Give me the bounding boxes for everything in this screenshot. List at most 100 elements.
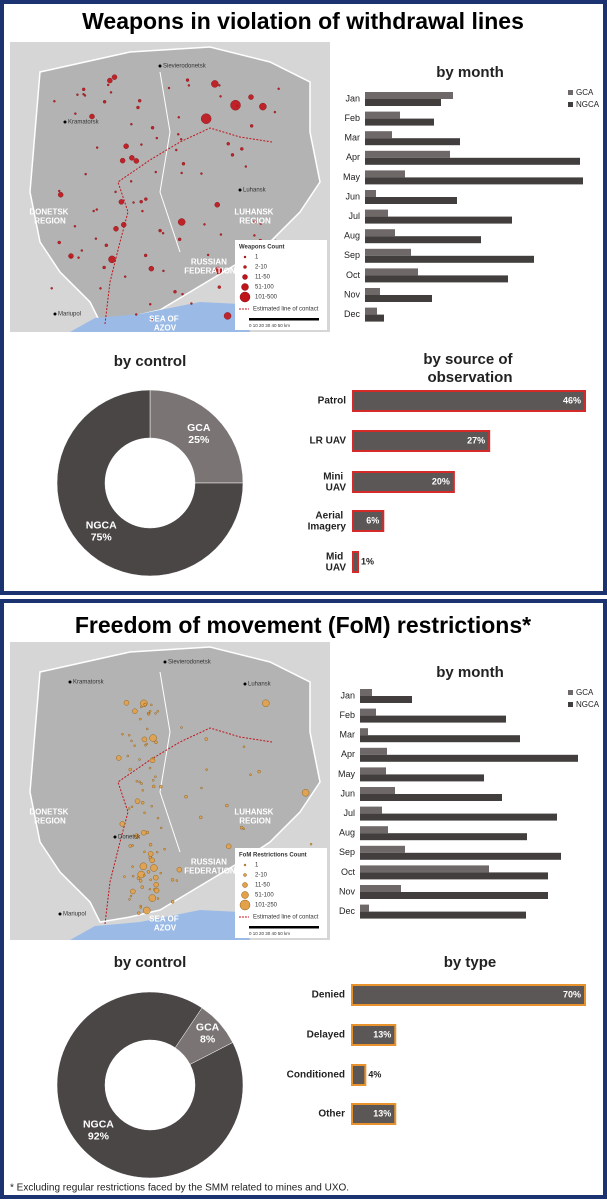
map-dot [181,292,184,296]
slice-value: 25% [188,434,210,446]
map-dot [181,161,186,166]
map-dot [140,705,143,709]
y-tick-label: Nov [344,289,361,299]
map-dot [200,786,203,790]
map-dot [134,313,138,316]
map-dot [200,113,212,124]
map-dot [158,228,162,233]
map-dot [301,789,310,797]
legend-label: 2-10 [255,265,268,271]
legend-symbol [243,873,247,877]
map-dot [155,136,159,140]
map-dot [153,887,160,894]
legend-label: GCA [576,88,594,97]
city-label: Sievierodonetsk [163,64,207,70]
city-label: Luhansk [248,682,272,688]
map-dot [139,906,143,909]
bar [360,885,401,892]
bar [365,157,580,165]
map-dot [159,784,163,789]
map-dot [99,287,102,290]
bar [360,767,386,775]
map-dot [150,703,153,707]
map-dot [139,717,142,721]
map-dot [111,74,118,80]
map-dot [143,906,151,915]
y-tick-label: Dec [344,309,361,319]
map-dot [53,99,56,103]
map-dot [139,862,148,871]
map-dot [149,857,155,864]
y-tick-label: Sep [344,250,360,260]
map-sea [70,910,250,940]
map-dot [130,739,133,743]
value-label: 13% [373,1029,391,1039]
map-dot [82,92,85,96]
value-label: 13% [373,1108,391,1118]
y-tick-label: Apr [341,749,355,759]
map-dot [240,147,244,151]
map-dot [106,83,110,87]
legend-box [235,240,327,330]
map-dot [84,172,87,176]
map-dot [185,78,190,82]
y-tick-label: Jul [348,211,360,221]
y-tick-label: Jul [343,808,355,818]
bar [360,911,526,919]
line-of-contact [104,127,273,325]
bar [365,236,481,244]
map-dot [206,253,210,257]
region-label: SEA OF AZOV [149,315,181,333]
legend-label: Estimated line of contact [253,915,319,921]
map-dot [153,874,159,881]
y-tick-label: Mid UAV [326,551,347,573]
map-dot [95,146,99,149]
legend-label: 1 [255,863,259,869]
bar [360,728,368,736]
map-dot [154,712,157,715]
map-dot [74,112,77,115]
bar [365,197,457,204]
bar [360,806,382,814]
bar [351,1064,367,1086]
map-dot [257,769,261,774]
map-dot [94,237,98,240]
map-dot [144,197,148,201]
map-region-border [159,671,181,853]
map-dot [155,850,159,854]
bar [360,845,405,853]
map-dot [239,825,244,830]
map-dot [218,84,221,87]
map-dot [161,231,165,235]
map-dot [205,768,208,771]
chart-title: by source of observation [423,351,516,386]
y-tick-label: Denied [312,990,345,1001]
y-tick-label: Oct [341,867,356,877]
y-tick-label: Jan [345,93,360,103]
bar [365,275,508,283]
bar [365,177,583,185]
map-dot [133,744,136,747]
bar [365,99,441,106]
map-dot [50,287,53,290]
region-label: LUHANSK REGION [234,208,275,226]
map-dot [102,265,106,270]
chart-title: by control [114,954,187,971]
map-dot [131,865,134,868]
map-dot [184,794,188,799]
map-dot [119,821,126,827]
map-dot [128,767,133,772]
map-dot [129,155,135,161]
map-dot [225,843,232,850]
map-dot [133,158,140,164]
legend-symbol [243,255,247,259]
map-dot [150,125,155,130]
y-tick-label: Feb [339,710,355,720]
map-dot [73,225,77,228]
map-dot [143,811,146,815]
map-dot [57,240,61,245]
map-dot [217,285,222,289]
legend-title: Weapons Count [239,245,285,251]
value-label: 27% [467,435,485,445]
legend-label: GCA [576,688,594,697]
